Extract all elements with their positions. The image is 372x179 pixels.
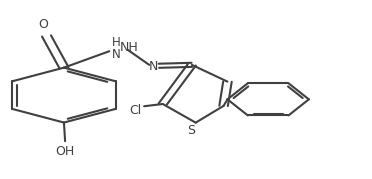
Text: S: S: [187, 124, 195, 137]
Text: OH: OH: [55, 145, 75, 158]
Text: Cl: Cl: [129, 104, 142, 117]
Text: NH: NH: [120, 41, 139, 54]
Text: O: O: [38, 18, 48, 31]
Text: N: N: [148, 60, 158, 73]
Text: H
N: H N: [112, 37, 121, 62]
